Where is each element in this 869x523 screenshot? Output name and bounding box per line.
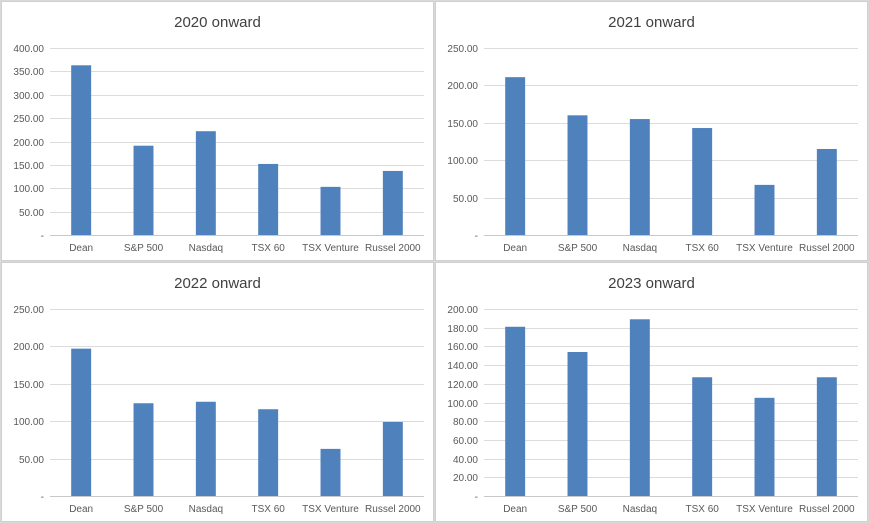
y-tick-label: 100.00 [447,156,478,167]
x-tick-label: Nasdaq [623,243,657,254]
y-tick-label: - [475,231,478,242]
bar [754,184,775,235]
x-tick-label: Russel 2000 [365,504,421,515]
y-tick-label: 100.00 [13,417,44,428]
y-tick-label: 150.00 [447,119,478,130]
bar-chart-svg: - 50.00 100.00 150.00 200.00 250.00 300.00 350.… [13,44,424,254]
x-tick-label: TSX Venture [736,504,793,515]
chart-panel-2022: 2022 onward - 50.00 100.00 150.00 200.00 250.… [1,262,434,522]
y-tick-label: 350.00 [13,67,44,78]
bar-chart-svg: - 50.00 100.00 150.00 200.00 250.00 Dean S&P 50… [13,305,424,515]
chart-panel-2021: 2021 onward - 50.00 100.00 150.00 200.00 250.… [435,1,868,261]
bar [71,65,92,235]
y-tick-label: 20.00 [453,473,478,484]
chart-panel-2020: 2020 onward - 50.00 100.00 150.00 200.00 250.… [1,1,434,261]
bar [382,170,403,235]
x-tick-label: Dean [69,504,93,515]
y-tick-label: 50.00 [19,208,44,219]
y-tick-label: 250.00 [447,44,478,55]
x-tick-label: Dean [503,504,527,515]
x-tick-label: Nasdaq [623,504,657,515]
x-tick-label: Nasdaq [189,243,223,254]
chart-title: 2022 onward [174,275,261,292]
x-tick-label: TSX Venture [302,504,359,515]
y-tick-label: 150.00 [13,380,44,391]
bar [816,377,837,496]
chart-title: 2021 onward [608,14,695,31]
x-tick-label: Dean [503,243,527,254]
y-tick-label: 100.00 [13,184,44,195]
x-tick-label: TSX Venture [302,243,359,254]
x-tick-label: TSX 60 [685,504,719,515]
x-tick-label: Russel 2000 [799,504,855,515]
y-tick-label: 180.00 [447,324,478,335]
bar [195,131,216,235]
bar-chart-svg: - 50.00 100.00 150.00 200.00 250.00 Dean S&P 50… [447,44,858,254]
x-tick-label: S&P 500 [558,243,598,254]
y-tick-label: 300.00 [13,91,44,102]
chart-title: 2020 onward [174,14,261,31]
x-tick-label: Russel 2000 [365,243,421,254]
y-tick-label: 60.00 [453,436,478,447]
y-tick-label: 120.00 [447,380,478,391]
bar-chart-svg: - 20.00 40.00 60.00 80.00 100.00 120.00 140.00 1… [447,305,858,515]
x-tick-label: S&P 500 [124,504,164,515]
y-tick-label: - [475,492,478,503]
y-tick-label: 50.00 [453,194,478,205]
x-tick-label: S&P 500 [124,243,164,254]
bar [382,421,403,496]
bar [629,319,650,496]
y-tick-label: - [41,492,44,503]
y-tick-label: 200.00 [13,342,44,353]
bar [567,352,588,496]
x-tick-label: Russel 2000 [799,243,855,254]
y-tick-label: 200.00 [13,138,44,149]
chart-panel-2023: 2023 onward - 20.00 40.00 60.00 80.00 100.00 1… [435,262,868,522]
bar [320,448,341,496]
y-tick-label: - [41,231,44,242]
x-tick-label: TSX 60 [251,504,285,515]
y-tick-label: 40.00 [453,455,478,466]
y-tick-label: 50.00 [19,455,44,466]
bar [258,163,279,235]
bar [195,401,216,496]
bar [505,326,526,496]
bar [692,128,713,235]
chart-title: 2023 onward [608,275,695,292]
y-tick-label: 400.00 [13,44,44,55]
x-tick-label: TSX 60 [685,243,719,254]
y-tick-label: 150.00 [13,161,44,172]
x-tick-label: Nasdaq [189,504,223,515]
y-tick-label: 80.00 [453,417,478,428]
bar [629,119,650,235]
y-tick-label: 140.00 [447,361,478,372]
x-tick-label: S&P 500 [558,504,598,515]
x-tick-label: TSX Venture [736,243,793,254]
bar [71,348,92,496]
x-tick-label: TSX 60 [251,243,285,254]
bar [320,186,341,235]
bar [754,397,775,496]
bar [133,403,154,496]
bar [258,409,279,496]
y-tick-label: 200.00 [447,305,478,316]
bar [567,115,588,235]
bar [505,77,526,235]
y-tick-label: 250.00 [13,305,44,316]
y-tick-label: 200.00 [447,81,478,92]
bar [692,377,713,496]
y-tick-label: 250.00 [13,114,44,125]
bar [133,145,154,235]
bar [816,148,837,235]
y-tick-label: 160.00 [447,342,478,353]
y-tick-label: 100.00 [447,399,478,410]
x-tick-label: Dean [69,243,93,254]
